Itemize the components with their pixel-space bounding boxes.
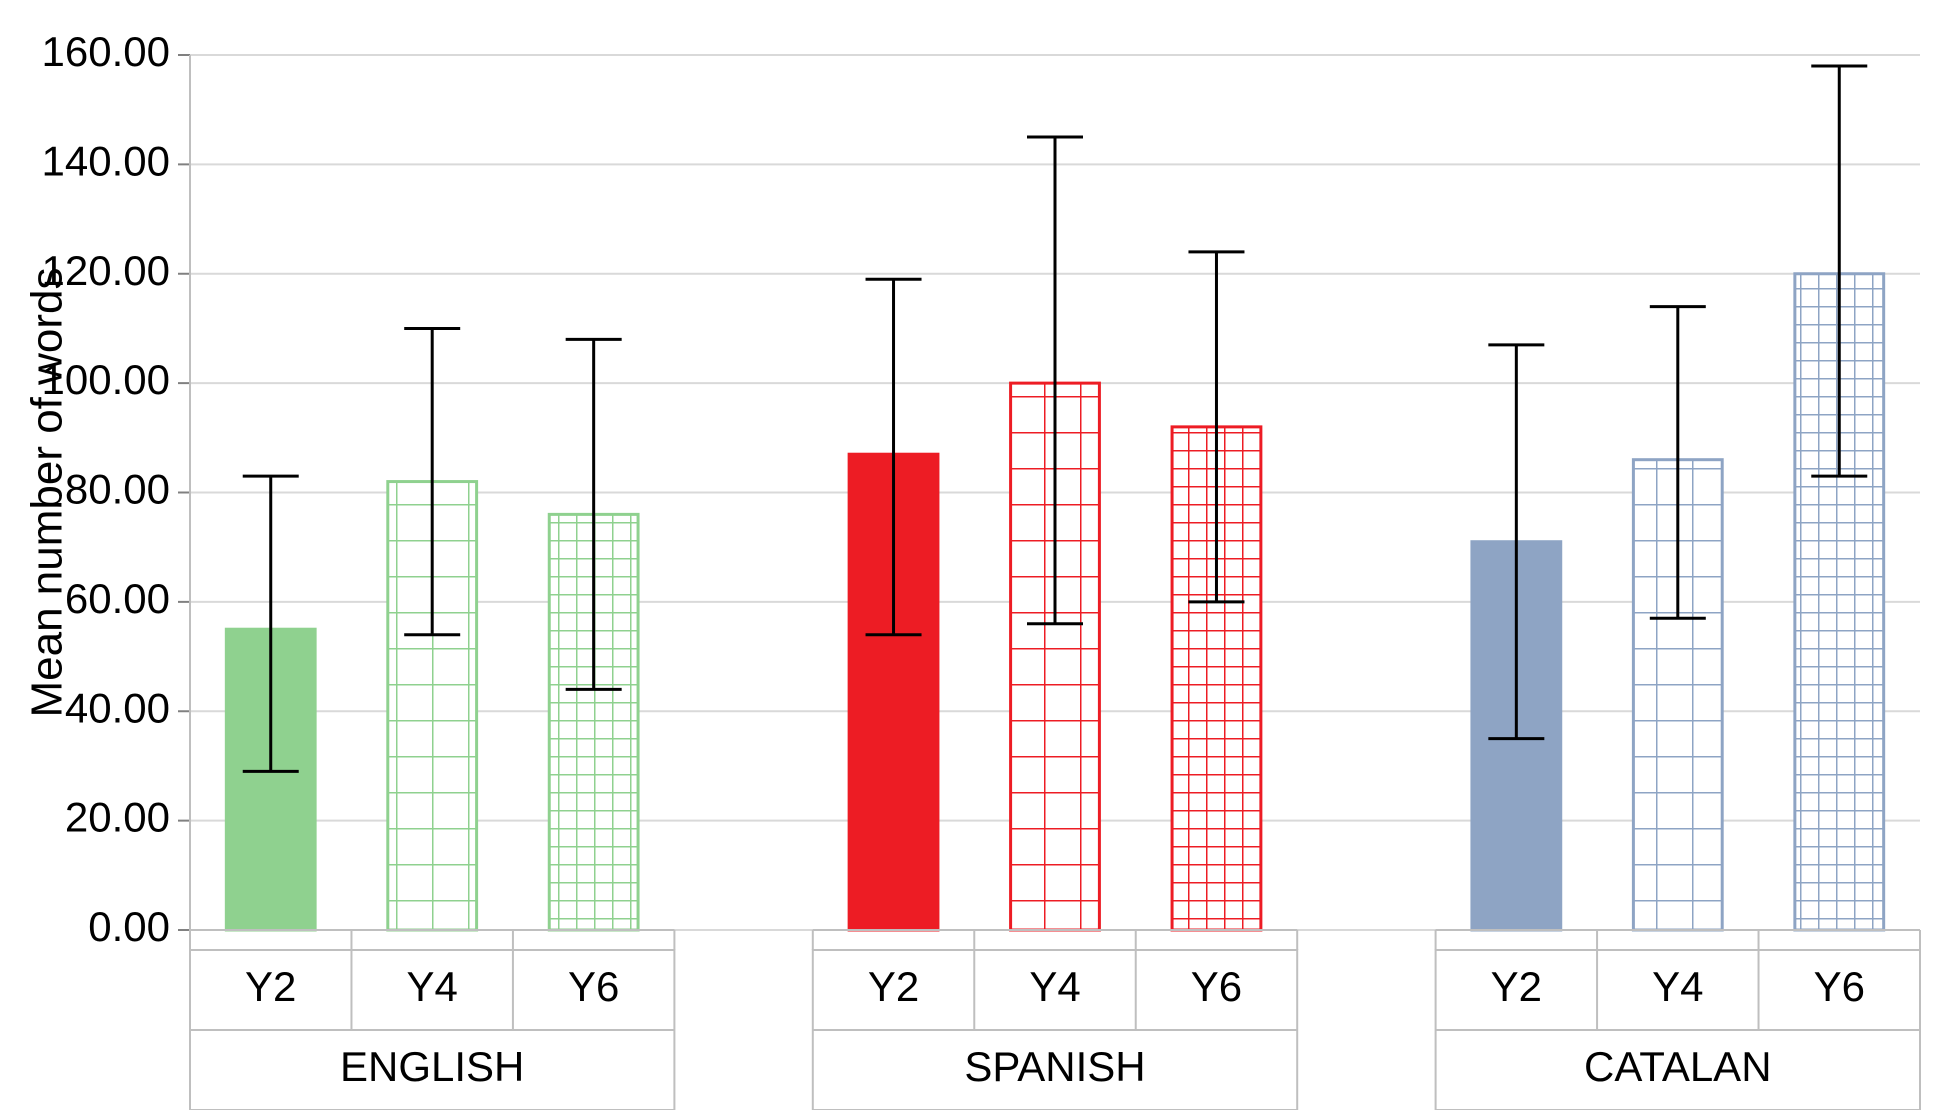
x-category-label: Y6 [568,963,619,1010]
x-category-label: Y2 [245,963,296,1010]
y-tick-label: 80.00 [65,466,170,513]
y-tick-label: 140.00 [42,137,170,184]
chart-container: 0.0020.0040.0060.0080.00100.00120.00140.… [0,0,1957,1110]
y-tick-label: 160.00 [42,28,170,75]
x-category-label: Y2 [868,963,919,1010]
y-tick-label: 60.00 [65,575,170,622]
x-category-label: Y4 [1652,963,1703,1010]
x-category-label: Y2 [1491,963,1542,1010]
y-tick-label: 20.00 [65,794,170,841]
y-tick-label: 0.00 [88,903,170,950]
x-category-label: Y6 [1814,963,1865,1010]
x-category-label: Y6 [1191,963,1242,1010]
y-axis-title: Mean number of words [23,268,72,718]
group-label: CATALAN [1584,1043,1771,1090]
y-tick-label: 40.00 [65,684,170,731]
group-label: ENGLISH [340,1043,524,1090]
group-label: SPANISH [964,1043,1145,1090]
x-category-label: Y4 [407,963,458,1010]
bar-chart: 0.0020.0040.0060.0080.00100.00120.00140.… [0,0,1957,1110]
x-category-label: Y4 [1029,963,1080,1010]
